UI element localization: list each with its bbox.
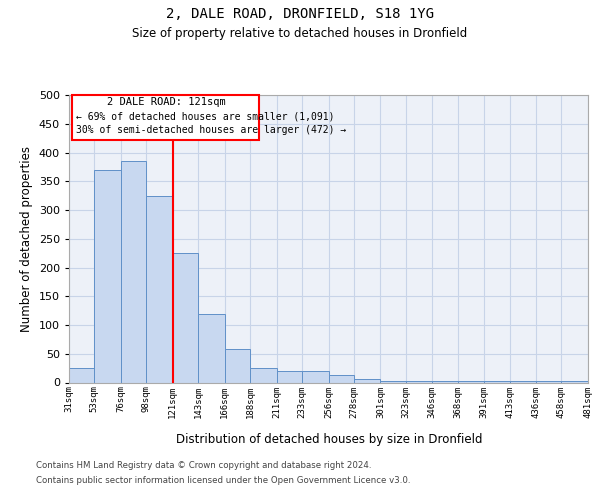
Bar [354, 379, 380, 382]
Bar [121, 161, 146, 382]
Bar [250, 368, 277, 382]
Bar [302, 371, 329, 382]
Bar [173, 253, 198, 382]
Bar [484, 381, 509, 382]
Bar [562, 381, 588, 382]
Bar [146, 196, 173, 382]
Bar [458, 381, 484, 382]
Text: ← 69% of detached houses are smaller (1,091): ← 69% of detached houses are smaller (1,… [76, 112, 334, 122]
Text: Size of property relative to detached houses in Dronfield: Size of property relative to detached ho… [133, 28, 467, 40]
Bar [509, 381, 536, 382]
Bar [277, 371, 302, 382]
Bar [329, 375, 354, 382]
Text: Contains public sector information licensed under the Open Government Licence v3: Contains public sector information licen… [36, 476, 410, 485]
Text: Distribution of detached houses by size in Dronfield: Distribution of detached houses by size … [176, 432, 482, 446]
Bar [224, 349, 250, 382]
Bar [73, 95, 259, 140]
Bar [432, 381, 458, 382]
Bar [198, 314, 225, 382]
Bar [536, 381, 562, 382]
Bar [380, 381, 406, 382]
Text: 2 DALE ROAD: 121sqm: 2 DALE ROAD: 121sqm [107, 98, 225, 108]
Bar [94, 170, 121, 382]
Text: 30% of semi-detached houses are larger (472) →: 30% of semi-detached houses are larger (… [76, 126, 346, 136]
Bar [69, 368, 94, 382]
Bar [406, 381, 432, 382]
Text: 2, DALE ROAD, DRONFIELD, S18 1YG: 2, DALE ROAD, DRONFIELD, S18 1YG [166, 8, 434, 22]
Text: Contains HM Land Registry data © Crown copyright and database right 2024.: Contains HM Land Registry data © Crown c… [36, 461, 371, 470]
Y-axis label: Number of detached properties: Number of detached properties [20, 146, 33, 332]
